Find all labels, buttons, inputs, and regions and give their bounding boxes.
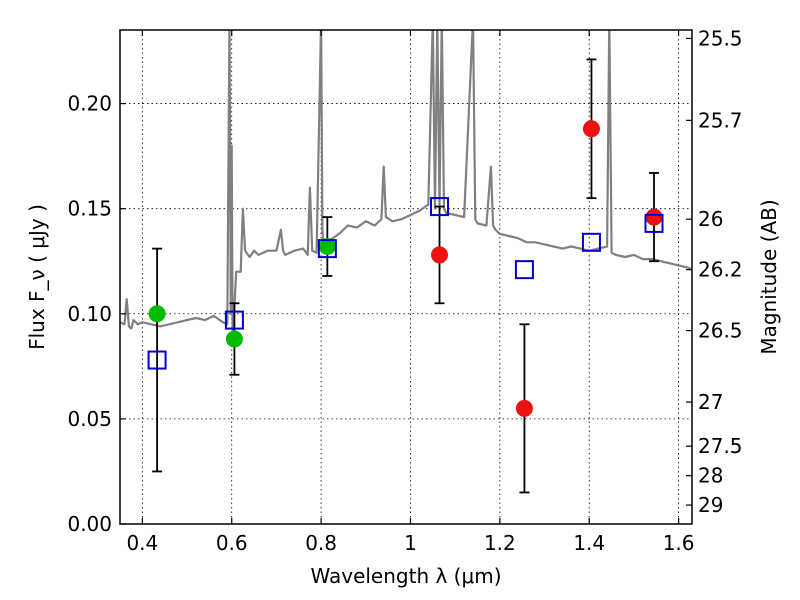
markers-layer — [147, 120, 664, 417]
data-point-square — [224, 310, 244, 330]
y-tick-label: 0.00 — [67, 512, 112, 536]
right-tick-label: 26.2 — [698, 258, 743, 282]
right-tick-label: 29 — [698, 493, 723, 517]
data-point-square — [430, 197, 450, 217]
y-axis-label: Flux F_ν ( μJy ) — [25, 204, 49, 350]
right-axis-label: Magnitude (AB) — [757, 199, 781, 354]
x-axis-label: Wavelength λ (μm) — [310, 564, 501, 588]
model-spectrum-layer — [120, 30, 692, 336]
right-tick-label: 26 — [698, 207, 723, 231]
right-tick-label: 26.5 — [698, 319, 743, 343]
x-tick-label: 0.8 — [305, 531, 337, 555]
model-spectrum-line — [120, 30, 692, 336]
plot-frame — [119, 29, 693, 525]
y-tick-label: 0.10 — [67, 302, 112, 326]
y-tick-label: 0.15 — [67, 197, 112, 221]
right-tick-label: 25.7 — [698, 108, 743, 132]
x-tick-label: 1.2 — [484, 531, 516, 555]
right-tick-label: 25.5 — [698, 26, 743, 50]
right-tick-label: 27 — [698, 390, 723, 414]
data-point-circle — [431, 246, 449, 264]
data-point-square — [581, 232, 601, 252]
data-point-circle — [582, 120, 600, 138]
ticks: 0.4 0.6 0.8 1 1.2 1.4 1.6 0.00 0.05 0.10 0.15 0.20 2… — [67, 26, 742, 555]
x-tick-label: 1.6 — [663, 531, 695, 555]
y-tick-label: 0.20 — [67, 92, 112, 116]
y-tick-label: 0.05 — [67, 407, 112, 431]
grid — [120, 30, 692, 525]
right-tick-label: 28 — [698, 464, 723, 488]
data-point-circle — [148, 305, 166, 323]
data-point-circle — [225, 330, 243, 348]
data-point-circle — [515, 399, 533, 417]
data-point-square — [317, 239, 337, 259]
x-tick-label: 0.4 — [126, 531, 158, 555]
right-tick-label: 27.5 — [698, 434, 743, 458]
data-point-square — [644, 213, 664, 233]
data-point-circle — [645, 208, 663, 226]
x-tick-label: 0.6 — [216, 531, 248, 555]
x-tick-label: 1 — [404, 531, 417, 555]
data-point-square — [147, 350, 167, 370]
x-tick-label: 1.4 — [573, 531, 605, 555]
data-point-square — [514, 260, 534, 280]
